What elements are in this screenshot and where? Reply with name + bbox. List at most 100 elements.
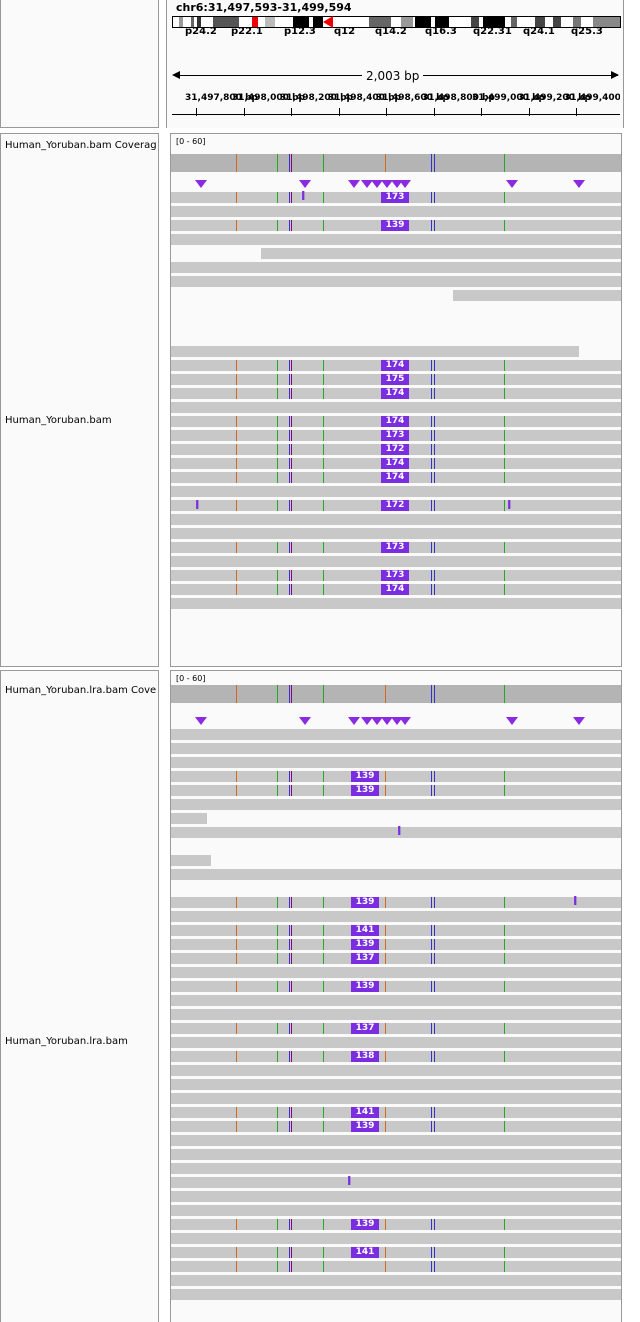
- read-mismatch: [236, 500, 237, 511]
- read-mismatch: [277, 584, 278, 595]
- read-mismatch: [236, 1247, 237, 1258]
- insertion-label: 137: [351, 953, 379, 964]
- read-mismatch: [431, 472, 432, 483]
- read-mismatch: [291, 374, 292, 385]
- insertion-label: 174: [381, 360, 409, 371]
- read-mismatch: [504, 925, 505, 936]
- insertion-marker-icon: [361, 717, 373, 725]
- read-mismatch: [291, 1023, 292, 1034]
- read-mismatch: [385, 1121, 386, 1132]
- read-alignment: [171, 486, 621, 497]
- read-mismatch: [323, 220, 324, 231]
- read-mismatch: [291, 1219, 292, 1230]
- read-mismatch: [323, 1121, 324, 1132]
- track2-reads-label[interactable]: Human_Yoruban.lra.bam: [5, 1036, 128, 1047]
- read-mismatch: [236, 458, 237, 469]
- read-mismatch: [323, 360, 324, 371]
- insertion-i-icon: I: [195, 498, 200, 512]
- read-mismatch: [291, 953, 292, 964]
- read-mismatch: [236, 981, 237, 992]
- read-mismatch: [291, 416, 292, 427]
- read-mismatch: [277, 1107, 278, 1118]
- read-mismatch: [431, 542, 432, 553]
- read-mismatch: [291, 388, 292, 399]
- read-mismatch: [504, 1219, 505, 1230]
- read-mismatch: [434, 939, 435, 950]
- arrow-left-icon: [172, 71, 180, 79]
- read-mismatch: [289, 925, 290, 936]
- read-mismatch: [289, 360, 290, 371]
- read-mismatch: [434, 1261, 435, 1272]
- read-mismatch: [431, 981, 432, 992]
- band-label: q12: [334, 26, 356, 37]
- read-mismatch: [434, 584, 435, 595]
- ruler[interactable]: 31,497,800 bp 31,498,000 bp 31,498,200 b…: [172, 92, 620, 122]
- read-mismatch: [504, 1261, 505, 1272]
- read-alignment: [171, 1233, 621, 1244]
- read-mismatch: [289, 500, 290, 511]
- read-mismatch: [289, 458, 290, 469]
- read-alignment: [171, 276, 621, 287]
- read-mismatch: [385, 1023, 386, 1034]
- insertion-label: 139: [351, 785, 379, 796]
- coverage-mismatch: [385, 685, 386, 703]
- read-mismatch: [504, 771, 505, 782]
- ruler-tick-mark: [196, 108, 197, 116]
- coverage-mismatch: [289, 685, 290, 703]
- read-mismatch: [323, 444, 324, 455]
- read-mismatch: [434, 953, 435, 964]
- read-alignment: [171, 729, 621, 740]
- ruler-tick-mark: [386, 108, 387, 116]
- read-mismatch: [431, 458, 432, 469]
- band-label: q25.3: [571, 26, 603, 37]
- read-mismatch: [289, 388, 290, 399]
- read-mismatch: [236, 374, 237, 385]
- track1-data-panel[interactable]: [0 - 60] 173 139 174 175 174 174 173 172 174 174 1…: [170, 133, 622, 667]
- read-mismatch: [323, 897, 324, 908]
- band-label: q22.31: [473, 26, 512, 37]
- chromosome-ideogram[interactable]: [172, 16, 621, 28]
- read-mismatch: [434, 981, 435, 992]
- read-mismatch: [504, 981, 505, 992]
- insertion-marker-icon: [195, 180, 207, 188]
- read-mismatch: [277, 925, 278, 936]
- read-mismatch: [277, 542, 278, 553]
- track2-data-panel[interactable]: [0 - 60] 139 139 139 141 139 137 139 137 138 141 1…: [170, 670, 622, 1322]
- read-mismatch: [434, 388, 435, 399]
- read-mismatch: [323, 953, 324, 964]
- read-mismatch: [291, 771, 292, 782]
- insertion-marker-icon: [399, 180, 411, 188]
- coverage-mismatch: [504, 685, 505, 703]
- read-mismatch: [434, 542, 435, 553]
- ruler-tick: 31,498,600 bp: [376, 93, 449, 103]
- read-mismatch: [431, 939, 432, 950]
- coverage-mismatch: [431, 685, 432, 703]
- read-mismatch: [385, 939, 386, 950]
- ruler-tick-mark: [528, 108, 530, 116]
- insertion-marker-icon: [381, 180, 393, 188]
- read-alignment: [171, 1275, 621, 1286]
- insertion-marker-icon: [573, 717, 585, 725]
- read-mismatch: [291, 500, 292, 511]
- ruler-tick: 31,498,000 bp: [232, 93, 305, 103]
- locus-label: chr6:31,497,593-31,499,594: [176, 1, 352, 14]
- read-mismatch: [236, 416, 237, 427]
- read-mismatch: [289, 1261, 290, 1272]
- read-mismatch: [236, 897, 237, 908]
- read-alignment: [171, 514, 621, 525]
- ruler-tick-mark: [338, 108, 340, 116]
- track1-name-panel: [0, 133, 159, 667]
- ruler-tick: 31,499,400 bp: [564, 93, 620, 103]
- track2-coverage-label[interactable]: Human_Yoruban.lra.bam Coverage: [5, 685, 157, 696]
- track1-reads-label[interactable]: Human_Yoruban.bam: [5, 415, 112, 426]
- read-mismatch: [236, 953, 237, 964]
- read-mismatch: [236, 220, 237, 231]
- read-mismatch: [289, 1121, 290, 1132]
- read-alignment: [171, 234, 621, 245]
- read-alignment: [171, 869, 621, 880]
- read-mismatch: [323, 542, 324, 553]
- insertion-label: 173: [381, 542, 409, 553]
- read-mismatch: [504, 939, 505, 950]
- track1-coverage-label[interactable]: Human_Yoruban.bam Coverage: [5, 140, 157, 151]
- read-alignment: [171, 953, 621, 964]
